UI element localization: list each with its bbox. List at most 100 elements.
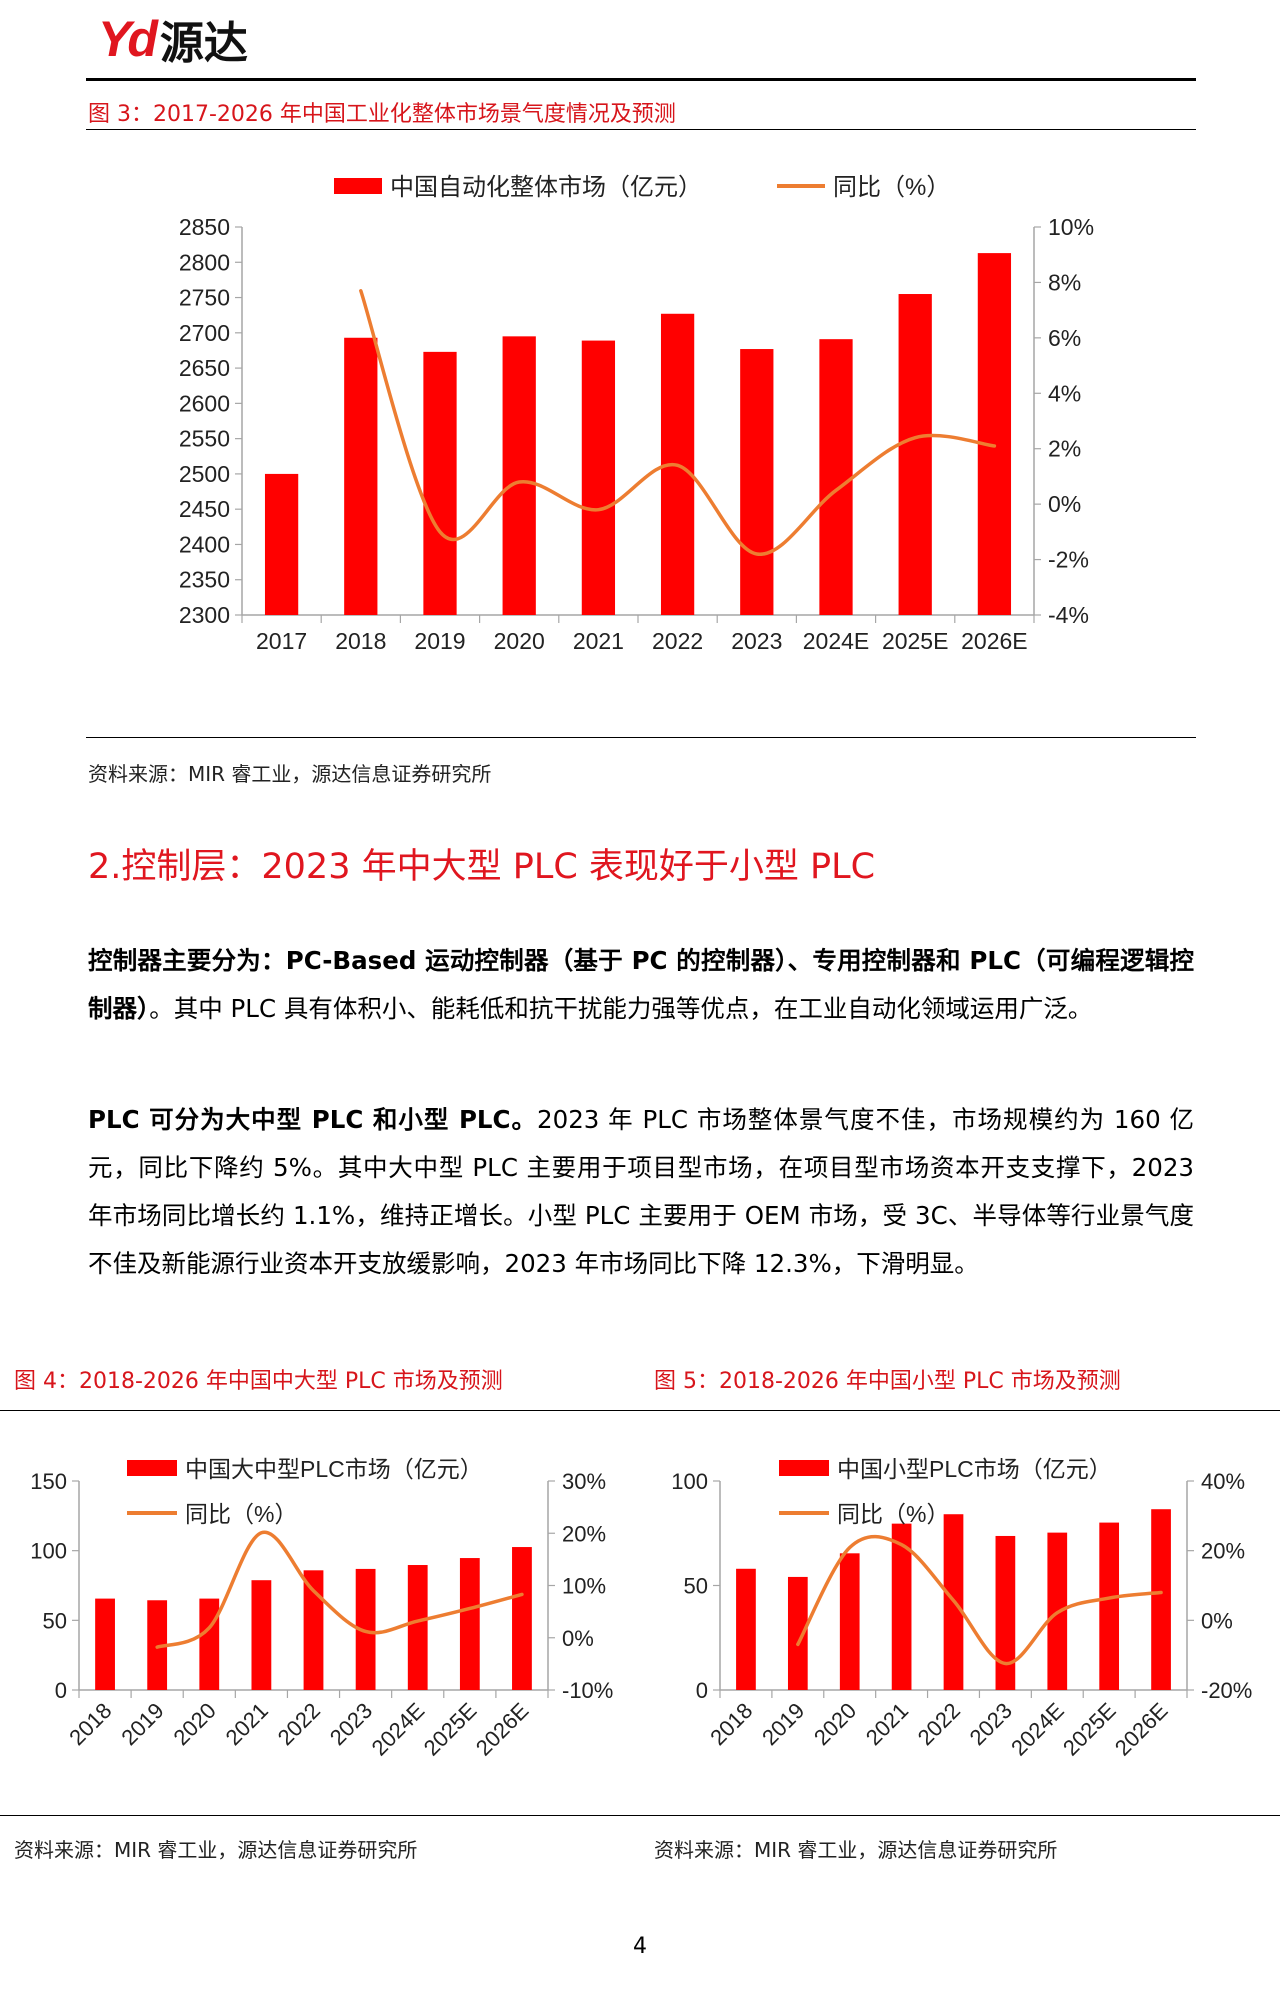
paragraph-1-lead: 控制器主要分为：PC-Based 运动控制器（基于 PC 的控制器）、专用控制器… (88, 946, 1194, 1023)
bar-2026E (1151, 1509, 1171, 1690)
x-tick-label: 2025E (882, 628, 949, 654)
legend-line-label: 同比（%） (837, 1501, 949, 1527)
left-tick-label: 2300 (179, 602, 230, 628)
right-tick-label: 40% (1201, 1469, 1245, 1494)
figures-bottom-rule (0, 1815, 1280, 1816)
bar-2026E (512, 1547, 532, 1690)
figures-top-rule (0, 1410, 1280, 1411)
paragraph-1-body: 。其中 PLC 具有体积小、能耗低和抗干扰能力强等优点，在工业自动化领域运用广泛… (149, 994, 1093, 1023)
left-tick-label: 2350 (179, 567, 230, 593)
left-tick-label: 2700 (179, 320, 230, 346)
company-logo: Yd 源达 (98, 11, 248, 69)
x-tick-label: 2025E (419, 1698, 482, 1761)
x-tick-label: 2022 (652, 628, 703, 654)
bar-2021 (581, 340, 616, 615)
left-tick-label: 50 (684, 1574, 708, 1599)
right-tick-label: 10% (562, 1574, 606, 1599)
x-tick-label: 2021 (221, 1698, 273, 1750)
left-tick-label: 0 (55, 1678, 67, 1703)
right-tick-label: 30% (562, 1469, 606, 1494)
bar-2025E (1099, 1522, 1120, 1690)
x-tick-label: 2025E (1058, 1698, 1121, 1761)
figure5-title: 图 5：2018-2026 年中国小型 PLC 市场及预测 (654, 1369, 1121, 1394)
figure4-title: 图 4：2018-2026 年中国中大型 PLC 市场及预测 (14, 1369, 503, 1394)
x-tick-label: 2024E (367, 1698, 430, 1761)
x-tick-label: 2018 (705, 1698, 757, 1750)
x-tick-label: 2021 (861, 1698, 913, 1750)
left-tick-label: 2800 (179, 249, 230, 275)
bar-2018 (95, 1598, 115, 1690)
right-tick-label: 0% (562, 1626, 594, 1651)
legend-bar-label: 中国小型PLC市场（亿元） (837, 1456, 1112, 1482)
x-tick-label: 2019 (116, 1698, 168, 1750)
logo-text: 源达 (159, 18, 248, 69)
page-number: 4 (633, 1934, 647, 1959)
right-tick-label: 2% (1048, 436, 1081, 462)
yoy-line (155, 1530, 524, 1649)
header-divider (86, 78, 1196, 81)
left-tick-label: 0 (696, 1678, 708, 1703)
left-tick-label: 2450 (179, 496, 230, 522)
bar-2021 (891, 1523, 912, 1690)
right-tick-label: -4% (1048, 602, 1089, 628)
left-tick-label: 50 (43, 1608, 67, 1633)
right-tick-label: 0% (1048, 491, 1081, 517)
right-tick-label: 0% (1201, 1608, 1233, 1633)
x-tick-label: 2026E (471, 1698, 534, 1761)
bar-2023 (740, 349, 774, 615)
bar-2021 (251, 1580, 272, 1690)
left-tick-label: 2500 (179, 461, 230, 487)
bar-2019 (787, 1576, 808, 1690)
left-tick-label: 2850 (179, 214, 230, 240)
x-tick-label: 2019 (757, 1698, 809, 1750)
bar-2024E (819, 339, 853, 615)
x-tick-label: 2018 (335, 628, 386, 654)
legend-bar-swatch (334, 178, 382, 194)
x-tick-label: 2020 (809, 1698, 861, 1750)
legend-line-label: 同比（%） (833, 174, 950, 201)
figure5-source: 资料来源：MIR 睿工业，源达信息证券研究所 (654, 1838, 1058, 1862)
bar-2019 (423, 351, 457, 615)
bar-2020 (839, 1553, 860, 1690)
left-tick-label: 100 (30, 1539, 67, 1564)
right-tick-label: 10% (1048, 214, 1094, 240)
figure3-title: 图 3：2017-2026 年中国工业化整体市场景气度情况及预测 (88, 102, 676, 127)
left-tick-label: 2600 (179, 390, 230, 416)
right-tick-label: 6% (1048, 325, 1081, 351)
legend-bar-swatch (779, 1460, 829, 1476)
x-tick-label: 2023 (731, 628, 782, 654)
bar-2019 (147, 1600, 168, 1690)
bar-2017 (264, 473, 299, 615)
right-tick-label: 20% (562, 1521, 606, 1546)
yoy-line (359, 288, 997, 556)
right-tick-label: 4% (1048, 380, 1081, 406)
figure4-chart: 0 50 100 150 -10% 0% 10% 20% 30% 2018 2019 2020 2021… (30, 1456, 613, 1761)
figure3-top-rule (86, 129, 1196, 130)
right-tick-label: -2% (1048, 547, 1089, 573)
left-tick-label: 2550 (179, 426, 230, 452)
paragraph-2: PLC 可分为大中型 PLC 和小型 PLC。2023 年 PLC 市场整体景气… (88, 1096, 1194, 1288)
left-tick-label: 100 (671, 1469, 708, 1494)
x-tick-label: 2021 (573, 628, 624, 654)
legend-bar-label: 中国大中型PLC市场（亿元） (185, 1456, 483, 1482)
left-tick-label: 2400 (179, 531, 230, 557)
right-tick-label: 8% (1048, 269, 1081, 295)
bar-2020 (199, 1598, 220, 1690)
figure3-source: 资料来源：MIR 睿工业，源达信息证券研究所 (88, 762, 492, 786)
bar-2022 (303, 1570, 324, 1690)
bar-2023 (995, 1535, 1016, 1690)
bar-2026E (977, 253, 1012, 616)
figure3-chart: 2300 2350 2400 2450 2500 2550 2600 2650 2700 2750… (179, 174, 1094, 654)
bar-2018 (736, 1568, 756, 1690)
bar-2024E (407, 1565, 428, 1690)
x-tick-label: 2022 (913, 1698, 965, 1750)
x-tick-label: 2017 (256, 628, 307, 654)
paragraph-1: 控制器主要分为：PC-Based 运动控制器（基于 PC 的控制器）、专用控制器… (88, 937, 1194, 1033)
left-tick-label: 150 (30, 1469, 67, 1494)
x-tick-label: 2020 (169, 1698, 221, 1750)
right-tick-label: 20% (1201, 1539, 1245, 1564)
left-tick-label: 2750 (179, 285, 230, 311)
x-tick-label: 2024E (803, 628, 870, 654)
bar-2023 (355, 1568, 376, 1690)
bar-2018 (344, 337, 378, 615)
